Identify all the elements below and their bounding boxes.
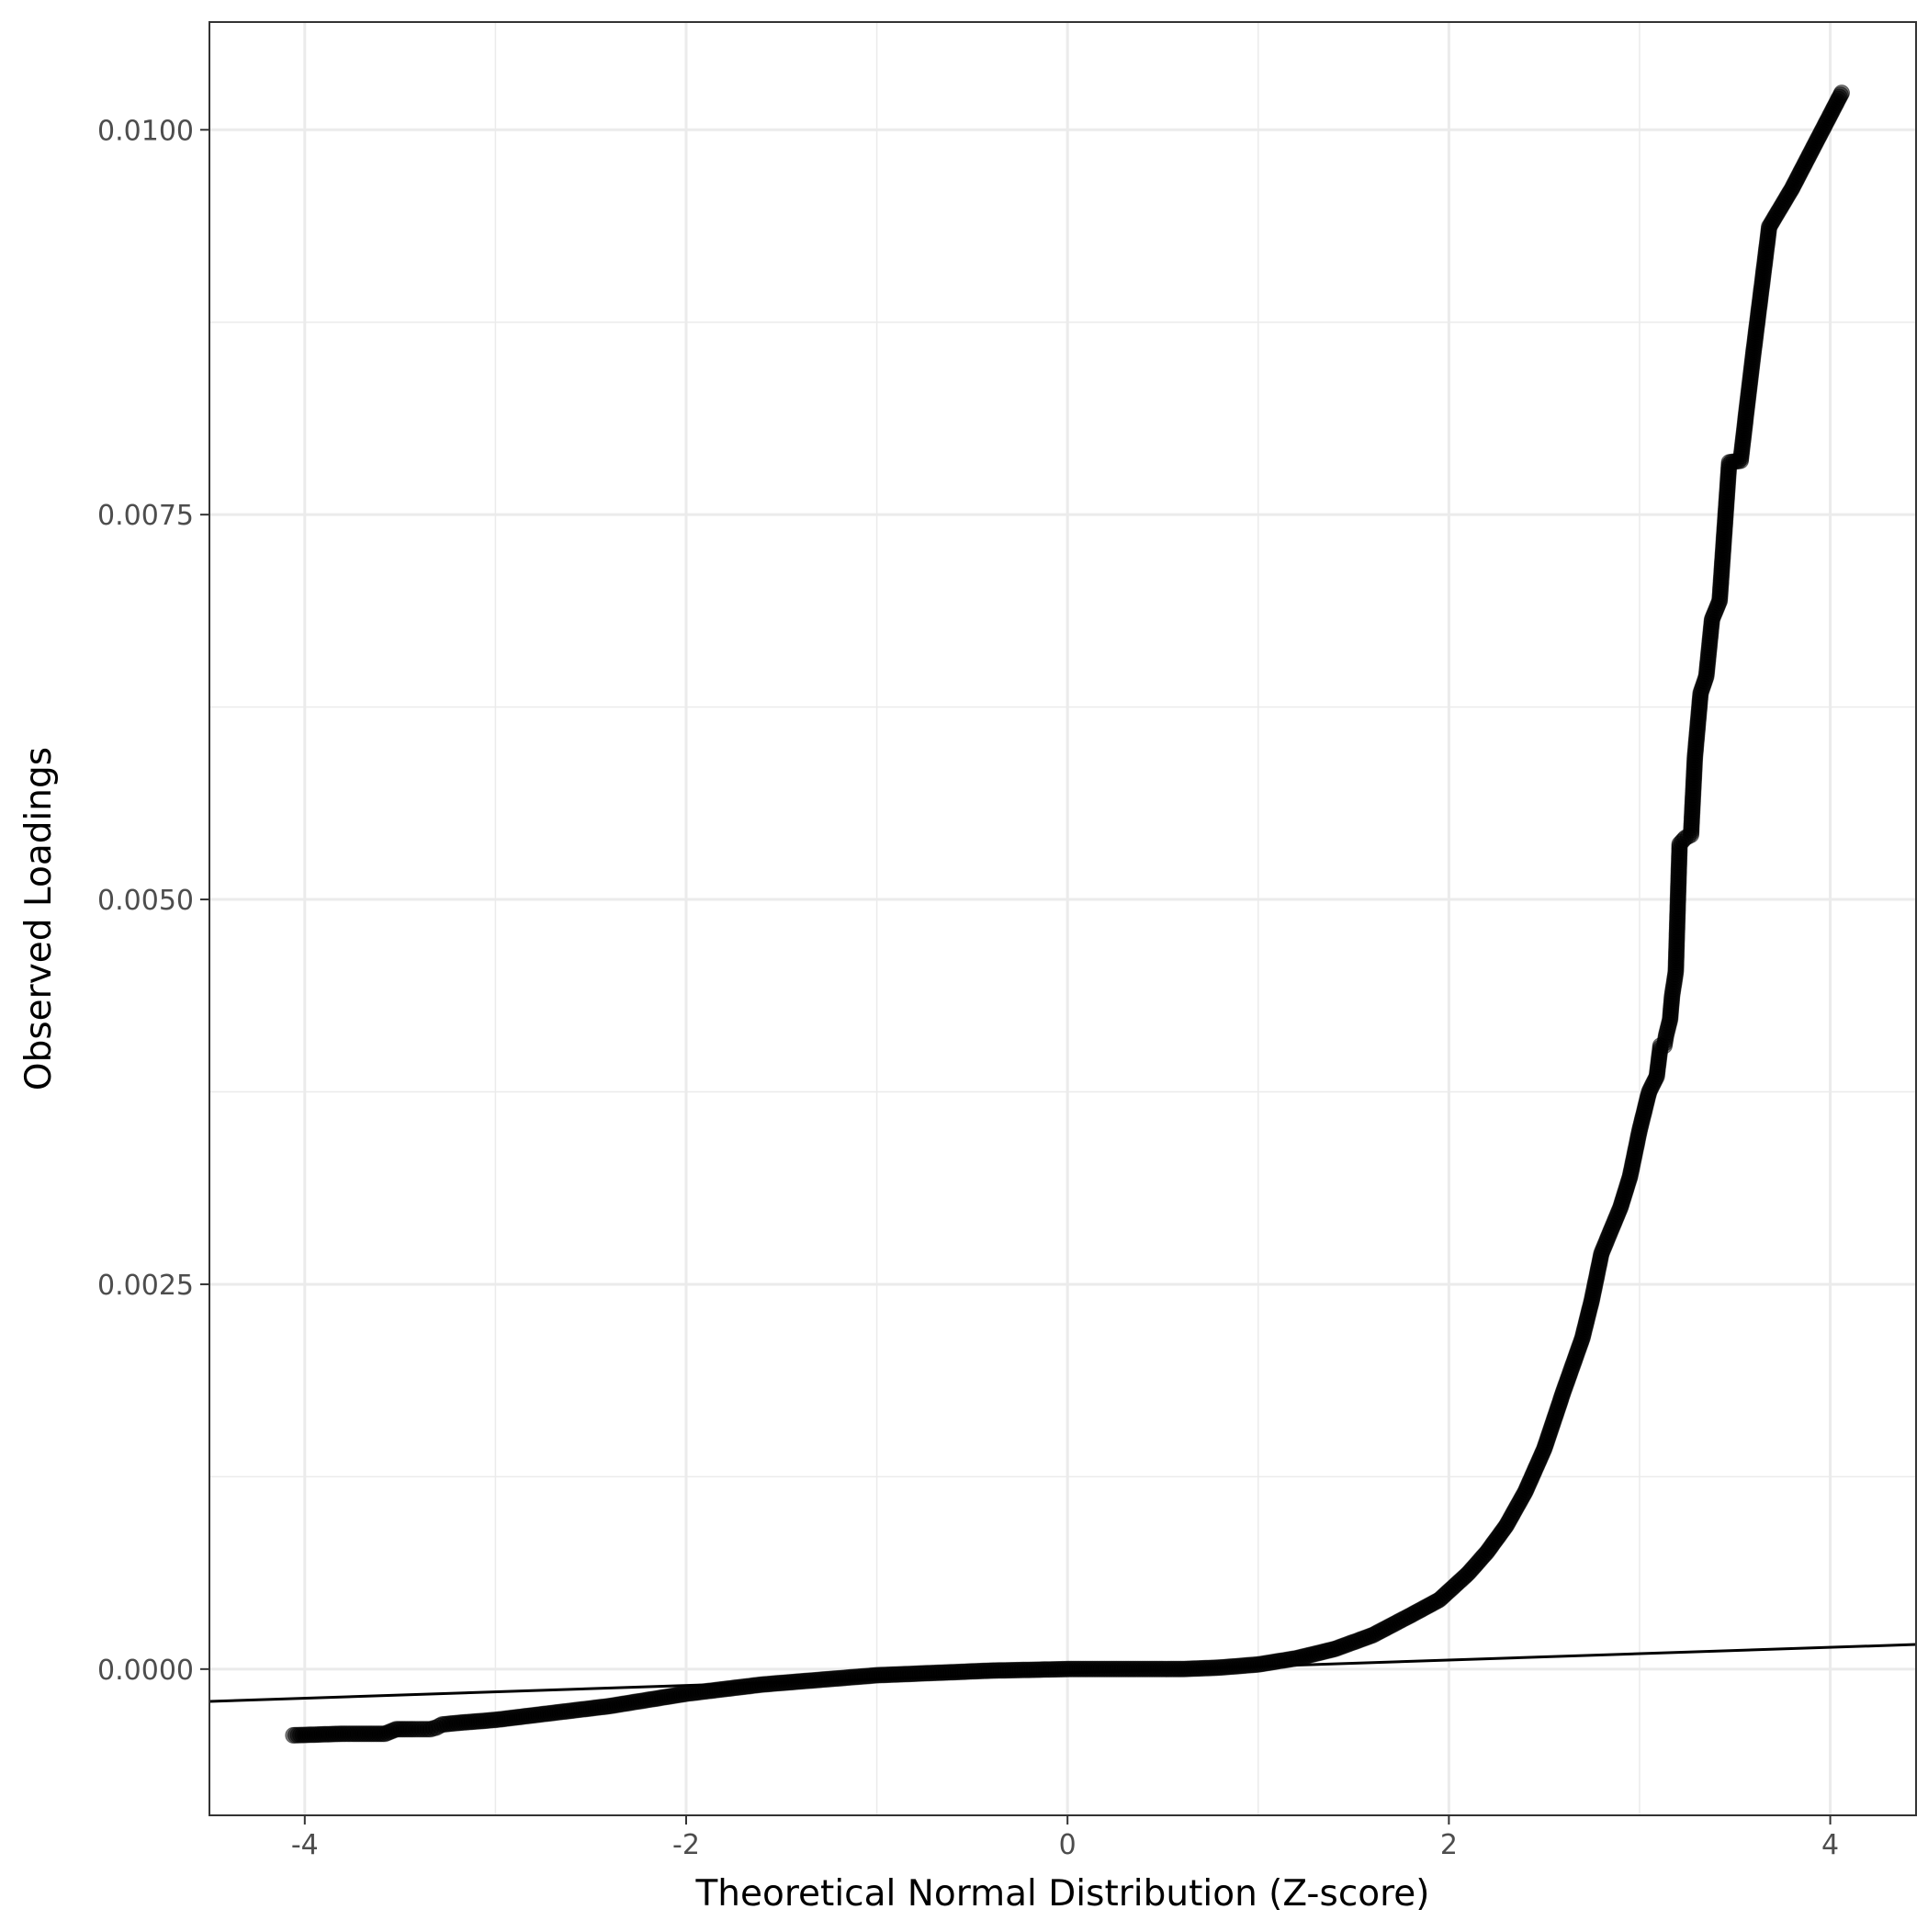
- y-axis-title: Observed Loadings: [18, 747, 60, 1090]
- x-tick-label: 4: [1821, 1829, 1839, 1861]
- y-tick-label: 0.0050: [97, 885, 194, 917]
- data-points: [285, 85, 1850, 1744]
- y-axis-ticks: 0.0000 0.0025 0.0050 0.0075 0.0100: [97, 115, 209, 1687]
- x-tick-label: -2: [672, 1829, 700, 1861]
- x-axis-ticks: -4 -2 0 2 4: [291, 1815, 1839, 1861]
- panel-border: [209, 21, 1917, 1816]
- y-tick-label: 0.0000: [97, 1655, 194, 1687]
- data-point: [1833, 85, 1850, 102]
- y-tick-label: 0.0100: [97, 115, 194, 147]
- reference-line: [209, 1643, 1917, 1703]
- x-axis-title: Theoretical Normal Distribution (Z-score…: [694, 1873, 1429, 1915]
- y-tick-label: 0.0075: [97, 500, 194, 532]
- x-tick-label: -4: [291, 1829, 319, 1861]
- minor-gridlines: [209, 22, 1916, 1815]
- y-tick-label: 0.0025: [97, 1270, 194, 1302]
- x-tick-label: 2: [1440, 1829, 1458, 1861]
- x-tick-label: 0: [1059, 1829, 1077, 1861]
